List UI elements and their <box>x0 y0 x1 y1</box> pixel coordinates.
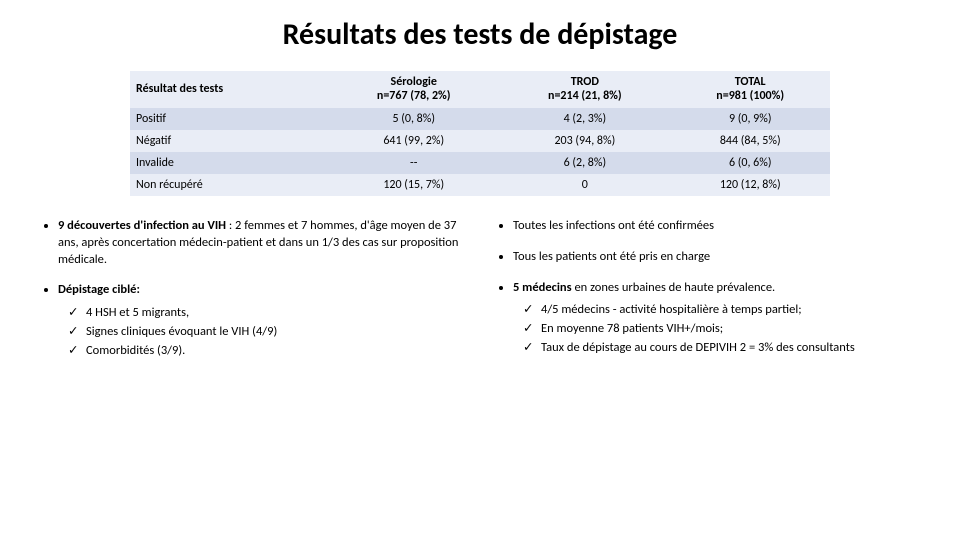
cell: 641 (99, 2%) <box>328 130 499 152</box>
cell: 6 (0, 6%) <box>670 152 830 174</box>
table-header-rowlabel: Résultat des tests <box>130 71 328 108</box>
cell: 120 (15, 7%) <box>328 174 499 196</box>
table-row: Invalide -- 6 (2, 8%) 6 (0, 6%) <box>130 152 830 174</box>
check-item: 4 HSH et 5 migrants, <box>86 305 465 322</box>
bullet-bold: Dépistage ciblé: <box>58 282 140 297</box>
bullet-item: Tous les patients ont été pris en charge <box>513 249 920 266</box>
table-header-col: TRODn=214 (21, 8%) <box>499 71 670 108</box>
check-item: Signes cliniques évoquant le VIH (4/9) <box>86 324 465 341</box>
table-header-col: Sérologien=767 (78, 2%) <box>328 71 499 108</box>
check-item: Taux de dépistage au cours de DEPIVIH 2 … <box>541 340 920 357</box>
row-label: Négatif <box>130 130 328 152</box>
table-row: Non récupéré 120 (15, 7%) 0 120 (12, 8%) <box>130 174 830 196</box>
slide: Résultats des tests de dépistage Résulta… <box>0 0 960 540</box>
bullet-item: Toutes les infections ont été confirmées <box>513 218 920 235</box>
table-header-col: TOTALn=981 (100%) <box>670 71 830 108</box>
table-row: Positif 5 (0, 8%) 4 (2, 3%) 9 (0, 9%) <box>130 108 830 130</box>
cell: 9 (0, 9%) <box>670 108 830 130</box>
check-item: En moyenne 78 patients VIH+/mois; <box>541 321 920 338</box>
cell: 4 (2, 3%) <box>499 108 670 130</box>
cell: 0 <box>499 174 670 196</box>
cell: 6 (2, 8%) <box>499 152 670 174</box>
cell: 5 (0, 8%) <box>328 108 499 130</box>
bullet-item: 5 médecins en zones urbaines de haute pr… <box>513 280 920 358</box>
check-item: 4/5 médecins - activité hospitalière à t… <box>541 302 920 319</box>
table-row: Négatif 641 (99, 2%) 203 (94, 8%) 844 (8… <box>130 130 830 152</box>
check-item: Comorbidités (3/9). <box>86 343 465 360</box>
page-title: Résultats des tests de dépistage <box>30 16 930 53</box>
row-label: Positif <box>130 108 328 130</box>
bullet-bold: 9 découvertes d'infection au VIH <box>58 218 226 233</box>
right-column: Toutes les infections ont été confirmées… <box>495 218 920 374</box>
cell: 120 (12, 8%) <box>670 174 830 196</box>
row-label: Invalide <box>130 152 328 174</box>
cell: 203 (94, 8%) <box>499 130 670 152</box>
cell: -- <box>328 152 499 174</box>
bullet-bold: 5 médecins <box>513 280 572 295</box>
cell: 844 (84, 5%) <box>670 130 830 152</box>
content-columns: 9 découvertes d'infection au VIH : 2 fem… <box>30 218 930 374</box>
check-list: 4/5 médecins - activité hospitalière à t… <box>513 302 920 357</box>
bullet-text: en zones urbaines de haute prévalence. <box>572 280 776 295</box>
bullet-item: 9 découvertes d'infection au VIH : 2 fem… <box>58 218 465 269</box>
bullet-item: Dépistage ciblé: 4 HSH et 5 migrants, Si… <box>58 282 465 360</box>
check-list: 4 HSH et 5 migrants, Signes cliniques év… <box>58 305 465 360</box>
results-table: Résultat des tests Sérologien=767 (78, 2… <box>130 71 830 196</box>
left-column: 9 découvertes d'infection au VIH : 2 fem… <box>40 218 465 374</box>
row-label: Non récupéré <box>130 174 328 196</box>
